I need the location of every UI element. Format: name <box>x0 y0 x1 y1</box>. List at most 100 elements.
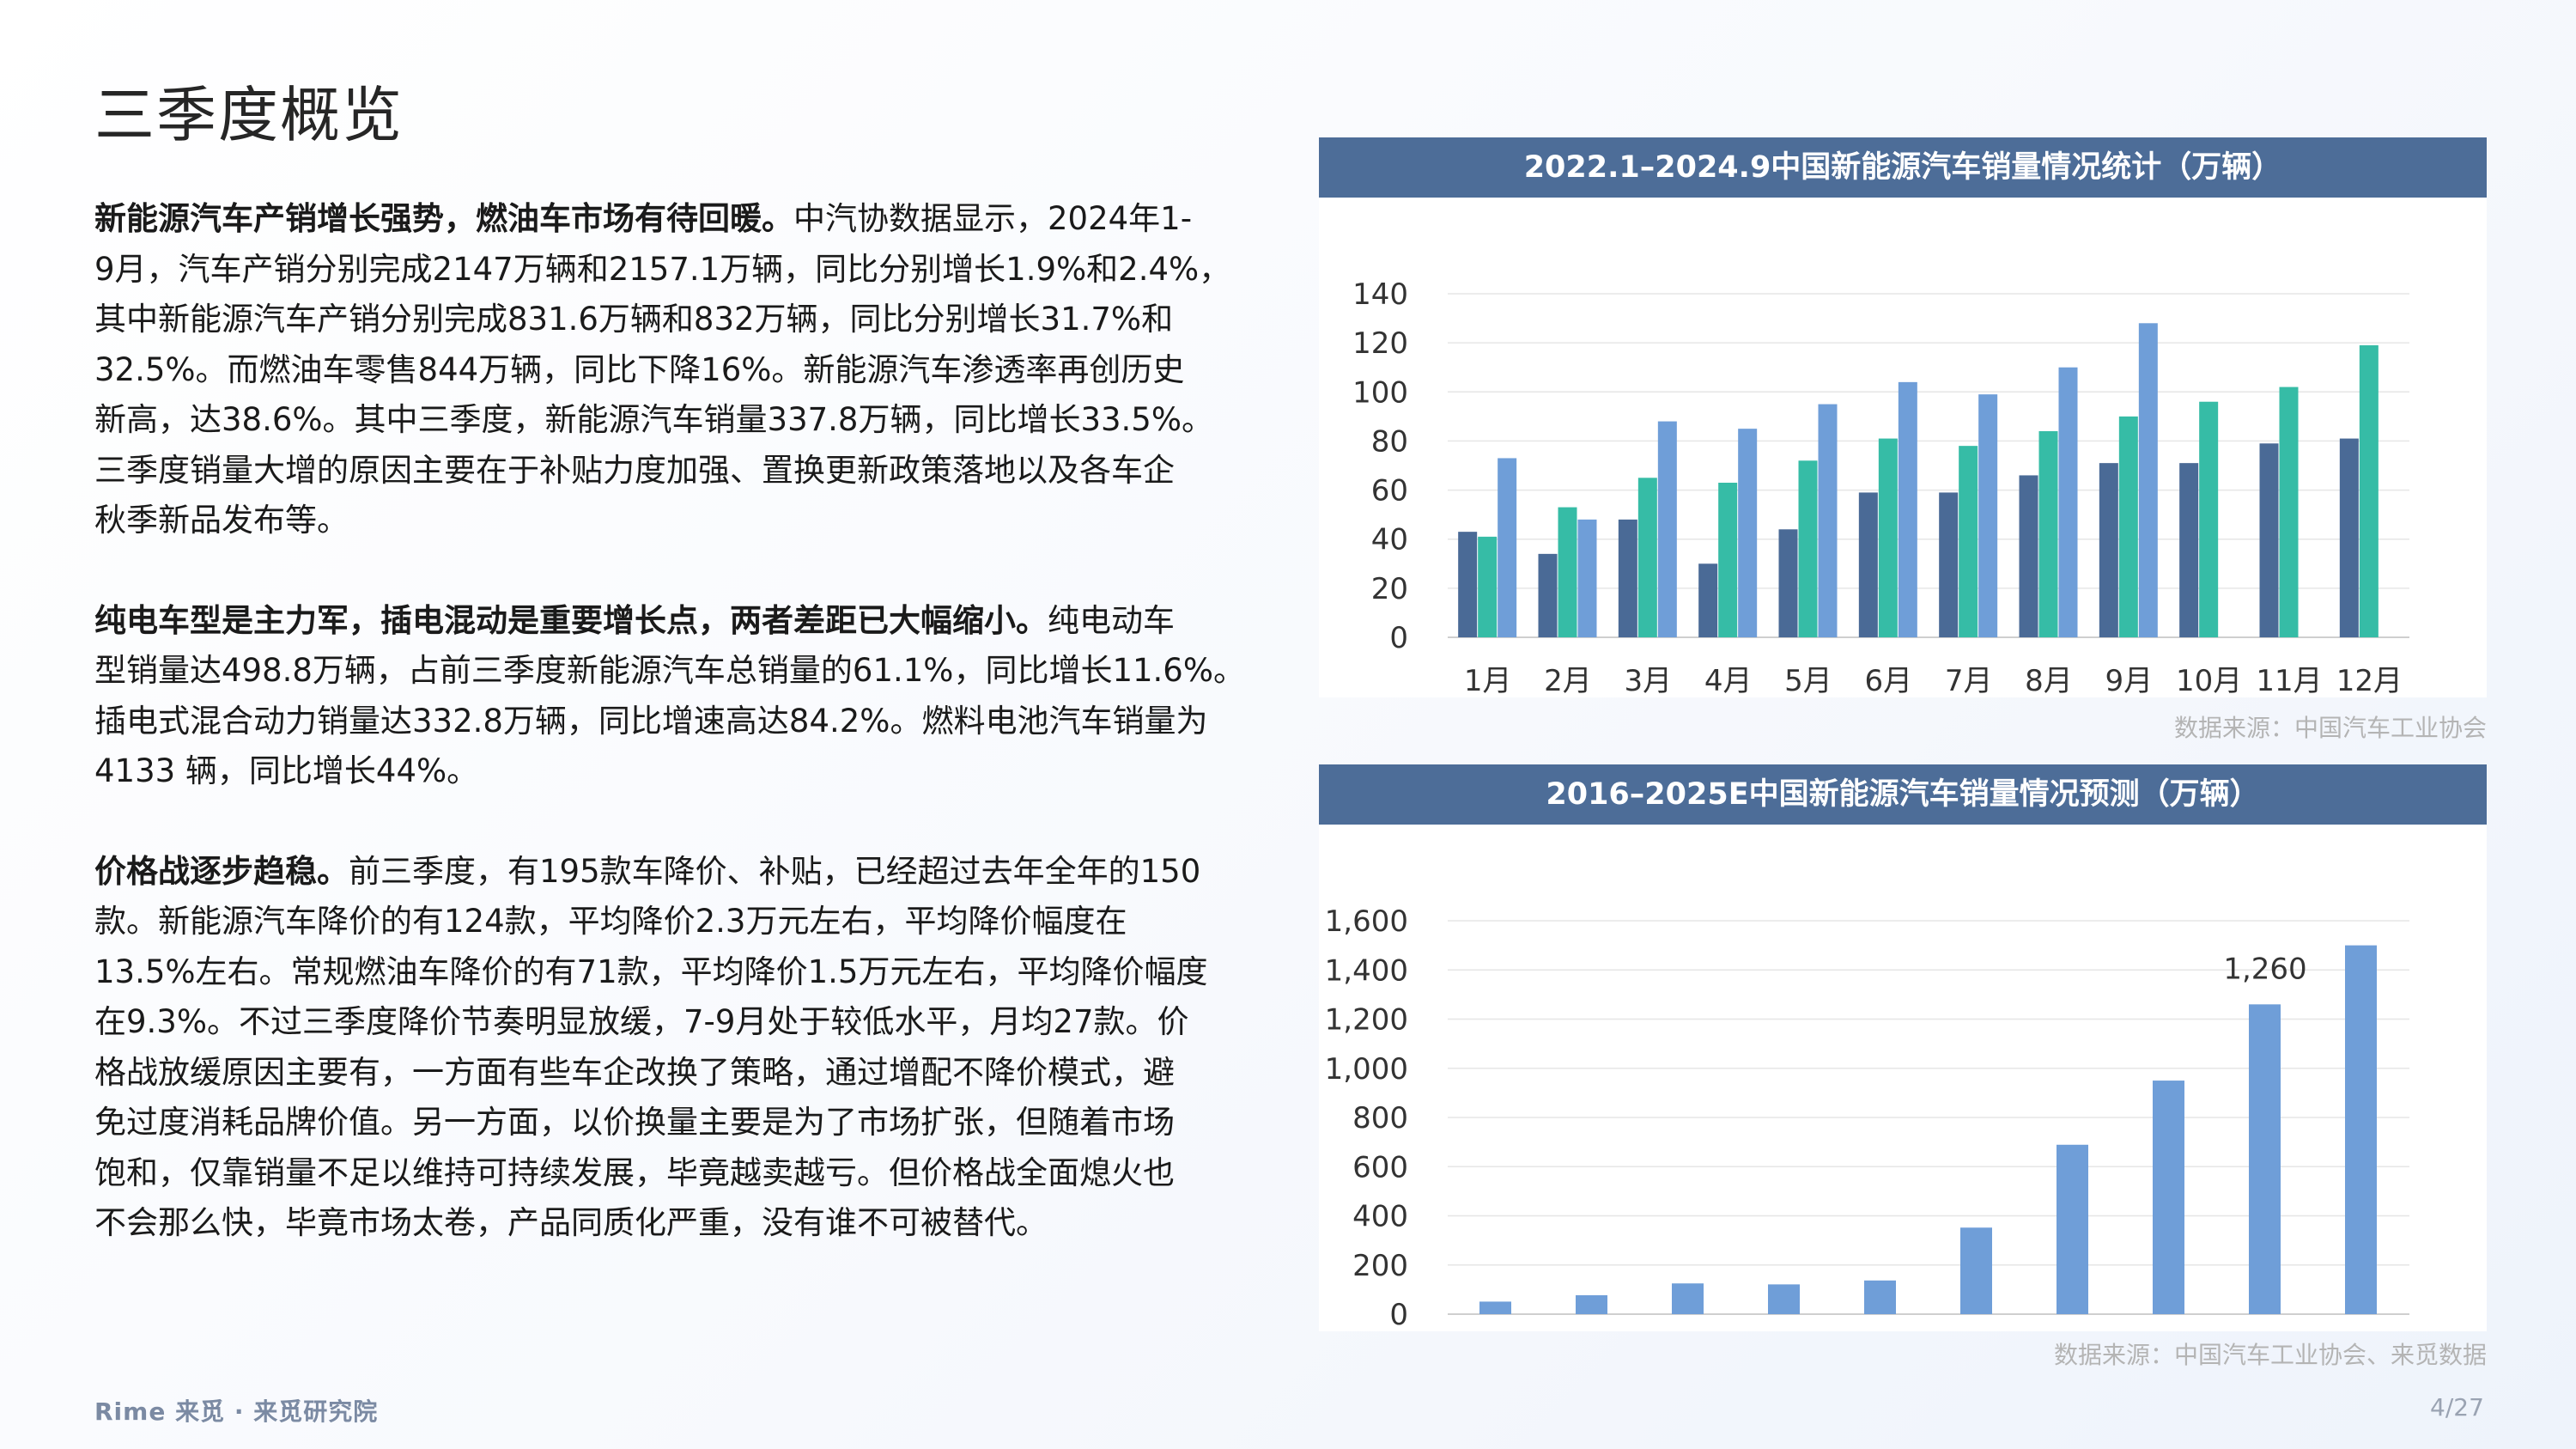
paragraph-bev-phev: 纯电车型是主力军，插电混动是重要增长点，两者差距已大幅缩小。纯电动车 型销量达4… <box>94 596 1245 797</box>
bar-2023-11月 <box>2279 387 2299 637</box>
x-tick-label: 9月 <box>2105 664 2154 697</box>
y-tick-label: 40 <box>1371 523 1408 557</box>
y-tick-label: 100 <box>1352 375 1408 410</box>
y-tick-label: 1,400 <box>1325 953 1408 988</box>
y-tick-label: 0 <box>1389 1298 1408 1331</box>
bar-2022-5月 <box>1778 529 1798 637</box>
paragraph-line: 32.5%。而燃油车零售844万辆，同比下降16%。新能源汽车渗透率再创历史 <box>94 350 1185 388</box>
data-label: 1,260 <box>2223 952 2306 986</box>
page-number: 4/27 <box>2430 1393 2484 1422</box>
paragraph-line: 三季度销量大增的原因主要在于补贴力度加强、置换更新政策落地以及各车企 <box>94 451 1175 489</box>
x-tick-label: 2月 <box>1544 664 1592 697</box>
y-tick-label: 120 <box>1352 326 1408 361</box>
paragraph-line: 款。新能源汽车降价的有124款，平均降价2.3万元左右，平均降价幅度在 <box>94 903 1127 940</box>
text-column: 新能源汽车产销增长强势，燃油车市场有待回暖。中汽协数据显示，2024年1- 9月… <box>94 194 1245 1299</box>
paragraph-line: 秋季新品发布等。 <box>94 502 349 539</box>
chart-body: 0 20 40 60 80 100 120 140 1月 2月 3月 4月 5月 6月 7月 8月 9月 10月 1… <box>1319 198 2487 697</box>
bar-2024-5月 <box>1818 404 1838 637</box>
paragraph-line: 13.5%左右。常规燃油车降价的有71款，平均降价1.5万元左右，平均降价幅度 <box>94 953 1208 990</box>
y-tick-label: 600 <box>1352 1150 1408 1184</box>
brand-logo: Rime 来觅 · 来觅研究院 <box>94 1397 379 1426</box>
bar-2024-1月 <box>1498 458 1517 637</box>
paragraph-price-war: 价格战逐步趋稳。前三季度，有195款车降价、补贴，已经超过去年全年的150 款。… <box>94 847 1245 1249</box>
paragraph-line: 在9.3%。不过三季度降价节奏明显放缓，7-9月处于较低水平，月均27款。价 <box>94 1003 1189 1040</box>
y-tick-label: 60 <box>1371 474 1408 508</box>
bar-销量-2020 <box>1864 1280 1896 1314</box>
paragraph-heading: 纯电车型是主力军，插电混动是重要增长点，两者差距已大幅缩小。 <box>94 601 1048 639</box>
x-tick-label: 6月 <box>1865 664 1913 697</box>
bar-2023-7月 <box>1959 446 1978 637</box>
bar-2023-9月 <box>2118 416 2138 637</box>
bar-销量-2017 <box>1576 1294 1607 1314</box>
x-tick-label: 5月 <box>1784 664 1832 697</box>
bar-2024-4月 <box>1738 429 1758 637</box>
paragraph-line: 其中新能源汽车产销分别完成831.6万辆和832万辆，同比分别增长31.7%和 <box>94 301 1174 338</box>
chart-title: 2022.1–2024.9中国新能源汽车销量情况统计（万辆） <box>1319 137 2487 198</box>
chart-source: 数据来源：中国汽车工业协会 <box>2173 714 2487 742</box>
bar-2024-9月 <box>2138 323 2158 637</box>
paragraph-line: 插电式混合动力销量达332.8万辆，同比增速高达84.2%。燃料电池汽车销量为 <box>94 702 1208 740</box>
bar-2023-3月 <box>1637 478 1657 637</box>
bar-2022-1月 <box>1458 532 1478 637</box>
y-tick-label: 200 <box>1352 1249 1408 1283</box>
bar-2023-10月 <box>2199 401 2219 637</box>
x-tick-label: 10月 <box>2176 664 2242 697</box>
bar-2022-8月 <box>2019 475 2038 637</box>
bar-2022-11月 <box>2259 443 2279 637</box>
x-tick-label: 12月 <box>2336 664 2403 697</box>
bar-2022-6月 <box>1858 492 1878 637</box>
monthly-sales-chart-panel: 2022.1–2024.9中国新能源汽车销量情况统计（万辆） 0 20 40 60 80… <box>1319 137 2487 742</box>
bar-2024-8月 <box>2058 367 2078 637</box>
bar-销量-2022 <box>2057 1144 2088 1314</box>
paragraph-line: 不会那么快，毕竟市场太卷，产品同质化严重，没有谁不可被替代。 <box>94 1204 1048 1241</box>
paragraph-nev-sales: 新能源汽车产销增长强势，燃油车市场有待回暖。中汽协数据显示，2024年1- 9月… <box>94 194 1245 546</box>
paragraph-line: 中汽协数据显示，2024年1- <box>793 200 1193 237</box>
bar-2022-9月 <box>2099 463 2118 637</box>
bar-销量-2018 <box>1672 1283 1704 1314</box>
paragraph-line: 免过度消耗品牌价值。另一方面，以价换量主要是为了市场扩张，但随着市场 <box>94 1104 1175 1141</box>
y-tick-label: 80 <box>1371 424 1408 459</box>
bar-2022-12月 <box>2339 438 2359 637</box>
bar-2022-7月 <box>1939 492 1959 637</box>
x-tick-label: 1月 <box>1464 664 1512 697</box>
y-tick-label: 1,200 <box>1325 1003 1408 1038</box>
bar-2023-6月 <box>1878 438 1898 637</box>
y-tick-label: 20 <box>1371 572 1408 606</box>
paragraph-line: 型销量达498.8万辆，占前三季度新能源汽车总销量的61.1%，同比增长11.6… <box>94 652 1246 689</box>
y-tick-label: 140 <box>1352 277 1408 312</box>
y-tick-label: 1,000 <box>1325 1052 1408 1087</box>
bar-销量-2021 <box>1960 1227 1992 1314</box>
bar-2023-4月 <box>1718 483 1738 637</box>
bar-销量-2023 <box>2153 1081 2184 1314</box>
chart-title: 2016–2025E中国新能源汽车销量情况预测（万辆） <box>1319 764 2487 825</box>
y-tick-label: 400 <box>1352 1200 1408 1234</box>
bar-2022-2月 <box>1538 553 1558 637</box>
paragraph-heading: 价格战逐步趋稳。 <box>94 852 349 890</box>
annual-forecast-chart-panel: 2016–2025E中国新能源汽车销量情况预测（万辆） 0 200 400 600 80… <box>1319 764 2487 1369</box>
bar-2023-2月 <box>1558 507 1577 637</box>
bar-2023-8月 <box>2038 431 2058 637</box>
bar-销量-2016 <box>1479 1301 1511 1314</box>
bar-2024-7月 <box>1978 394 1998 637</box>
paragraph-line: 前三季度，有195款车降价、补贴，已经超过去年全年的150 <box>349 852 1201 890</box>
monthly-sales-chart: 0 20 40 60 80 100 120 140 1月 2月 3月 4月 5月 6月 7月 8月 9月 10月 1… <box>1352 277 2409 697</box>
bar-2024-3月 <box>1657 421 1677 637</box>
chart-body: 02004006008001,0001,2001,4001,6002016201… <box>1319 825 2487 1331</box>
bar-销量-2019 <box>1768 1284 1800 1314</box>
y-tick-label: 800 <box>1352 1101 1408 1135</box>
x-tick-label: 3月 <box>1625 664 1673 697</box>
paragraph-line: 纯电动车 <box>1048 601 1175 639</box>
chart-source: 数据来源：中国汽车工业协会、来觅数据 <box>2053 1341 2487 1369</box>
paragraph-line: 新高，达38.6%。其中三季度，新能源汽车销量337.8万辆，同比增长33.5%… <box>94 401 1214 438</box>
paragraph-line: 饱和，仅靠销量不足以维持可持续发展，毕竟越卖越亏。但价格战全面熄火也 <box>94 1154 1175 1191</box>
paragraph-line: 4133 辆，同比增长44%。 <box>94 752 479 789</box>
bar-2023-12月 <box>2359 345 2379 637</box>
x-tick-label: 11月 <box>2256 664 2322 697</box>
x-tick-label: 7月 <box>1945 664 1993 697</box>
x-tick-label: 8月 <box>2025 664 2073 697</box>
bar-2024-2月 <box>1577 519 1597 637</box>
bar-2023-5月 <box>1798 460 1818 637</box>
y-tick-label: 0 <box>1389 621 1408 655</box>
bar-2024-6月 <box>1898 381 1917 637</box>
bar-销量-2025E <box>2345 945 2377 1314</box>
